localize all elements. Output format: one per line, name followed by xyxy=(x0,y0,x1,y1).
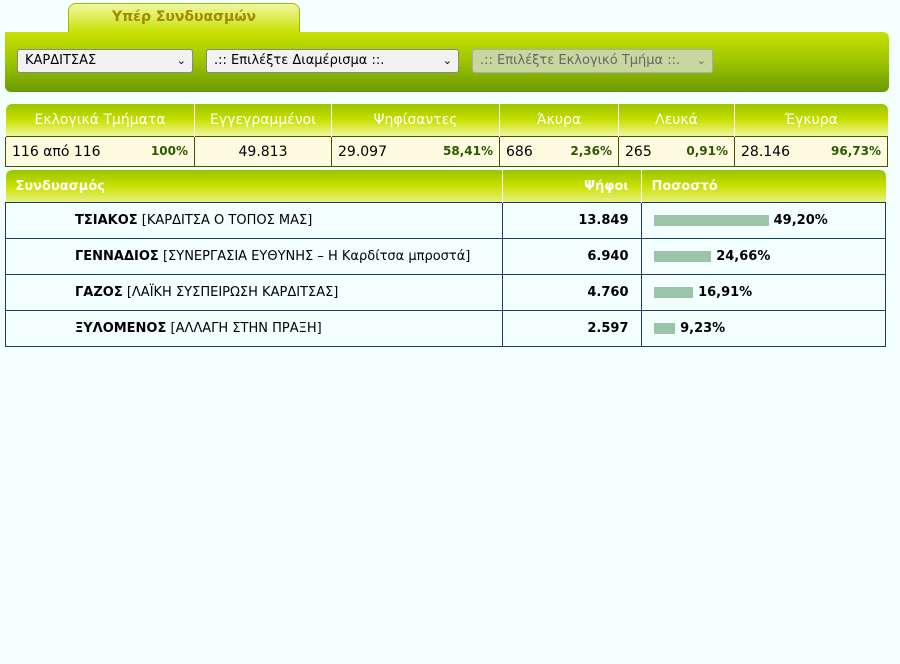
select-text: .:: Επιλέξτε Εκλογικό Τμήμα ::. xyxy=(480,53,681,68)
party-name: [ΣΥΝΕΡΓΑΣΙΑ ΕΥΘΥΝΗΣ – Η Καρδίτσα μπροστά… xyxy=(162,249,471,264)
summary-value: 265 xyxy=(625,143,652,160)
summary-value: 49.813 xyxy=(238,143,288,160)
percent-label: 49,20% xyxy=(773,213,828,228)
summary-table: Εκλογικά Τμήματα Εγγεγραμμένοι Ψηφίσαντε… xyxy=(5,104,888,167)
party-name: [ΑΛΛΑΓΗ ΣΤΗΝ ΠΡΑΞΗ] xyxy=(170,321,322,336)
header: Έγκυρα xyxy=(734,104,888,137)
result-row: ΓΕΝΝΑΔΙΟΣ [ΣΥΝΕΡΓΑΣΙΑ ΕΥΘΥΝΗΣ – Η Καρδίτ… xyxy=(5,238,886,275)
candidate-name: ΓΕΝΝΑΔΙΟΣ xyxy=(75,249,159,264)
percent-cell: 49,20% xyxy=(640,202,886,239)
tab[interactable]: Υπέρ Συνδυασμών xyxy=(68,3,300,33)
summary-percent: 2,36% xyxy=(570,143,612,158)
header: Ψηφίσαντες xyxy=(331,104,500,137)
value-row: 100% 116 από 116 49.813 58,41% 29.097 2,36% 68… xyxy=(5,136,888,167)
summary-value: 686 xyxy=(506,143,533,160)
summary-value: 29.097 xyxy=(338,143,387,160)
summary-cell: 100% 116 από 116 xyxy=(5,136,195,167)
summary-cell: 49.813 xyxy=(194,136,332,167)
percent-cell: 16,91% xyxy=(640,274,886,311)
arrow: ⌄ xyxy=(442,54,452,67)
summary-cell: 96,73% 28.146 xyxy=(734,136,888,167)
percent-cell: 24,66% xyxy=(640,238,886,275)
header-row: Εκλογικά Τμήματα Εγγεγραμμένοι Ψηφίσαντε… xyxy=(5,104,888,137)
summary-cell: 0,91% 265 xyxy=(618,136,735,167)
results-table: Συνδυασμός Ψήφοι Ποσοστό ΤΣΙΑΚΟΣ [ΚΑΡΔΙΤ… xyxy=(5,170,886,347)
candidate-name: ΤΣΙΑΚΟΣ xyxy=(75,213,138,228)
party-cell: ΞΥΛΟΜΕΝΟΣ [ΑΛΛΑΓΗ ΣΤΗΝ ΠΡΑΞΗ] xyxy=(5,310,503,347)
percent-cell: 9,23% xyxy=(640,310,886,347)
select[interactable]: ΚΑΡΔΙΤΣΑΣ ⌄ xyxy=(17,49,193,73)
arrow: ⌄ xyxy=(696,54,706,67)
summary-value: 116 από 116 xyxy=(12,143,101,160)
summary-value: 28.146 xyxy=(741,143,790,160)
candidate-name: ΓΑΖΟΣ xyxy=(75,285,123,300)
percent-bar xyxy=(653,287,694,298)
votes: 4.760 xyxy=(501,274,642,311)
party-cell: ΤΣΙΑΚΟΣ [ΚΑΡΔΙΤΣΑ Ο ΤΟΠΟΣ ΜΑΣ] xyxy=(5,202,503,239)
header: Εγγεγραμμένοι xyxy=(194,104,332,137)
header-row: Συνδυασμός Ψήφοι Ποσοστό xyxy=(5,170,886,203)
arrow: ⌄ xyxy=(176,54,186,67)
party-name: [ΚΑΡΔΙΤΣΑ Ο ΤΟΠΟΣ ΜΑΣ] xyxy=(141,213,313,228)
summary-percent: 58,41% xyxy=(443,143,493,158)
percent-bar xyxy=(653,251,712,262)
result-row: ΞΥΛΟΜΕΝΟΣ [ΑΛΛΑΓΗ ΣΤΗΝ ΠΡΑΞΗ] 2.597 9,23% xyxy=(5,310,886,347)
votes: 13.849 xyxy=(501,202,642,239)
header: Εκλογικά Τμήματα xyxy=(5,104,195,137)
party-cell: ΓΑΖΟΣ [ΛΑΪΚΗ ΣΥΣΠΕΙΡΩΣΗ ΚΑΡΔΙΤΣΑΣ] xyxy=(5,274,503,311)
select-text: ΚΑΡΔΙΤΣΑΣ xyxy=(25,53,97,68)
percent-label: 16,91% xyxy=(698,285,753,300)
votes: 2.597 xyxy=(501,310,642,347)
summary-cell: 58,41% 29.097 xyxy=(331,136,500,167)
percent-bar xyxy=(653,215,769,226)
header: Συνδυασμός xyxy=(5,170,503,203)
votes: 6.940 xyxy=(501,238,642,275)
header: Ψήφοι xyxy=(502,170,642,203)
percent-label: 9,23% xyxy=(680,321,726,336)
candidate-name: ΞΥΛΟΜΕΝΟΣ xyxy=(75,321,167,336)
header: Ποσοστό xyxy=(641,170,886,203)
summary-cell: 2,36% 686 xyxy=(499,136,619,167)
party-name: [ΛΑΪΚΗ ΣΥΣΠΕΙΡΩΣΗ ΚΑΡΔΙΤΣΑΣ] xyxy=(126,285,339,300)
percent-label: 24,66% xyxy=(716,249,771,264)
summary-percent: 96,73% xyxy=(831,143,881,158)
select-disabled: .:: Επιλέξτε Εκλογικό Τμήμα ::. ⌄ xyxy=(472,49,713,73)
result-row: ΓΑΖΟΣ [ΛΑΪΚΗ ΣΥΣΠΕΙΡΩΣΗ ΚΑΡΔΙΤΣΑΣ] 4.760 1… xyxy=(5,274,886,311)
header: Άκυρα xyxy=(499,104,619,137)
select-text: .:: Επιλέξτε Διαμέρισμα ::. xyxy=(214,53,385,68)
party-cell: ΓΕΝΝΑΔΙΟΣ [ΣΥΝΕΡΓΑΣΙΑ ΕΥΘΥΝΗΣ – Η Καρδίτ… xyxy=(5,238,503,275)
summary-percent: 100% xyxy=(150,143,188,158)
result-row: ΤΣΙΑΚΟΣ [ΚΑΡΔΙΤΣΑ Ο ΤΟΠΟΣ ΜΑΣ] 13.849 49,2… xyxy=(5,202,886,239)
filter-bar: ΚΑΡΔΙΤΣΑΣ ⌄ .:: Επιλέξτε Διαμέρισμα ::. ⌄ … xyxy=(5,32,889,92)
header: Λευκά xyxy=(618,104,735,137)
select[interactable]: .:: Επιλέξτε Διαμέρισμα ::. ⌄ xyxy=(206,49,459,73)
summary-percent: 0,91% xyxy=(686,143,728,158)
percent-bar xyxy=(653,323,676,334)
